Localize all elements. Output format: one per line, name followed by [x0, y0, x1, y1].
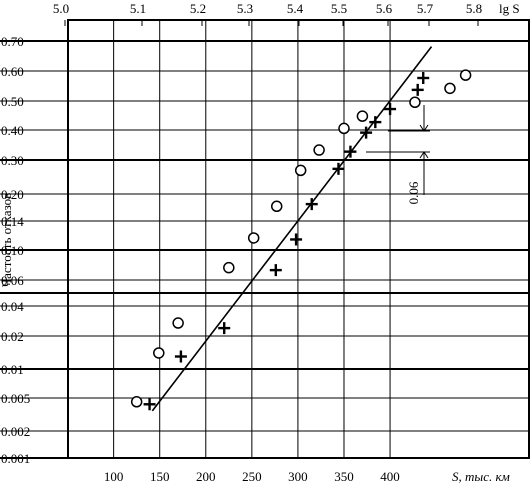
top-tick-label: 5.4: [287, 1, 304, 16]
x-tick-label: 350: [334, 469, 354, 484]
plus-point: [411, 83, 424, 96]
y-tick-label: 0.04: [1, 299, 24, 314]
y-tick-label: 0.70: [1, 34, 24, 49]
plus-point: [290, 233, 303, 246]
plus-point: [369, 116, 382, 129]
plus-point: [360, 126, 373, 139]
y-tick-label: 0.60: [1, 64, 24, 79]
circle-point: [356, 110, 369, 122]
top-tick-label: 5.2: [190, 1, 206, 16]
circle-point: [247, 232, 260, 244]
x-tick-label: 300: [288, 469, 308, 484]
plus-point: [417, 72, 430, 85]
plus-point: [218, 322, 231, 335]
circle-point: [313, 144, 325, 156]
plus-point: [305, 198, 318, 211]
circle-point: [338, 122, 350, 135]
plus-point: [332, 162, 345, 175]
tick-labels: 0.70 0.60 0.50 0.40 0.30 0.20 0.14 0.10 0.06 0.04…: [1, 1, 482, 484]
top-axis-title: lg S: [499, 1, 520, 16]
fit-line: [151, 46, 433, 412]
x-tick-label: 400: [380, 469, 400, 484]
y-tick-label: 0.14: [1, 214, 24, 229]
top-tick-label: 5.1: [130, 1, 146, 16]
circle-point: [172, 317, 184, 329]
plus-point: [344, 145, 357, 158]
circle-point: [444, 82, 456, 95]
top-tick-label: 5.5: [331, 1, 347, 16]
fit-line-layer: [151, 46, 433, 412]
top-tick-label: 5.8: [466, 1, 482, 16]
annotation-arrowhead-bottom: [419, 151, 429, 159]
y-tick-label: 0.30: [1, 153, 24, 168]
y-tick-label: 0.50: [1, 94, 24, 109]
circle-point: [130, 396, 143, 408]
y-tick-label: 0.001: [1, 451, 30, 466]
y-tick-label: 0.01: [1, 362, 24, 377]
y-tick-label: 0.005: [1, 391, 30, 406]
y-tick-label: 0.10: [1, 243, 24, 258]
annotation-layer: 0.06: [366, 105, 430, 204]
grid-lines: [0, 19, 530, 459]
plus-point: [384, 103, 397, 116]
data-points: [130, 69, 472, 411]
top-tick-label: 5.0: [53, 1, 69, 16]
circle-point: [223, 261, 235, 274]
plus-point: [174, 350, 187, 363]
circle-point: [294, 164, 307, 177]
x-tick-label: 150: [150, 469, 170, 484]
plus-point: [269, 264, 282, 277]
annotation-label: 0.06: [406, 181, 421, 204]
x-axis-title: S, тыс. км: [452, 469, 510, 484]
circle-point: [459, 69, 472, 81]
y-axis-title: Частость отказов: [0, 193, 14, 288]
circle-point: [270, 200, 283, 213]
top-tick-label: 5.7: [417, 1, 434, 16]
y-tick-label: 0.002: [1, 424, 30, 439]
y-tick-label: 0.20: [1, 187, 24, 202]
y-tick-label: 0.06: [1, 273, 24, 288]
y-tick-label: 0.02: [1, 329, 24, 344]
y-tick-label: 0.40: [1, 123, 24, 138]
x-tick-label: 250: [242, 469, 262, 484]
x-tick-label: 100: [104, 469, 124, 484]
circle-point: [409, 96, 421, 109]
top-tick-label: 5.6: [376, 1, 393, 16]
x-tick-label: 200: [196, 469, 216, 484]
top-tick-label: 5.3: [237, 1, 253, 16]
plus-point: [143, 398, 156, 411]
circle-point: [153, 347, 165, 359]
annotation-arrowhead-top: [419, 124, 429, 132]
